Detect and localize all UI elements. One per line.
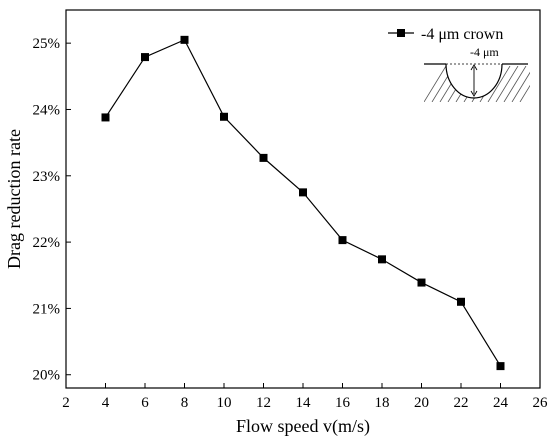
data-point-marker — [457, 297, 465, 306]
x-tick-label: 14 — [296, 395, 312, 411]
x-tick-label: 20 — [414, 395, 429, 411]
y-tick-label: 25% — [33, 36, 61, 52]
legend-marker — [397, 29, 405, 37]
x-tick-label: 10 — [217, 395, 232, 411]
y-axis-ticks: 20% 21% 22% 23% 24% 25% — [33, 36, 71, 384]
x-axis-ticks: 2 4 6 8 10 12 14 16 18 20 22 24 26 — [62, 383, 548, 411]
data-point-marker — [180, 35, 189, 44]
x-tick-label: 18 — [375, 395, 390, 411]
x-tick-label: 12 — [256, 395, 271, 411]
x-tick-label: 8 — [181, 395, 189, 411]
data-point-marker — [220, 112, 228, 121]
data-point-marker — [417, 278, 426, 287]
x-tick-label: 24 — [493, 395, 509, 411]
series-layer — [101, 35, 505, 371]
y-tick-label: 24% — [33, 102, 61, 118]
crown-cross-section-diagram: -4 μm — [424, 45, 530, 102]
data-point-marker — [496, 362, 505, 371]
data-point-marker — [378, 255, 386, 264]
data-point-marker — [338, 236, 347, 245]
x-tick-label: 6 — [141, 395, 149, 411]
y-tick-label: 23% — [33, 169, 61, 185]
x-tick-label: 26 — [533, 395, 549, 411]
y-tick-label: 20% — [33, 368, 61, 384]
x-tick-label: 2 — [62, 395, 70, 411]
legend-label: -4 μm crown — [421, 26, 503, 43]
x-tick-label: 16 — [335, 395, 351, 411]
series-line — [104, 39, 502, 367]
y-tick-label: 21% — [33, 301, 61, 317]
y-tick-label: 22% — [33, 235, 61, 251]
x-axis-label: Flow speed v(m/s) — [236, 416, 370, 437]
inset-depth-label: -4 μm — [470, 45, 499, 59]
data-point-marker — [259, 153, 268, 162]
data-point-marker — [101, 113, 110, 122]
data-point-marker — [299, 188, 307, 197]
data-point-marker — [141, 53, 149, 62]
y-axis-label: Drag reduction rate — [4, 129, 24, 269]
legend: -4 μm crown — [388, 26, 503, 43]
x-tick-label: 22 — [454, 395, 469, 411]
x-tick-label: 4 — [102, 395, 110, 411]
